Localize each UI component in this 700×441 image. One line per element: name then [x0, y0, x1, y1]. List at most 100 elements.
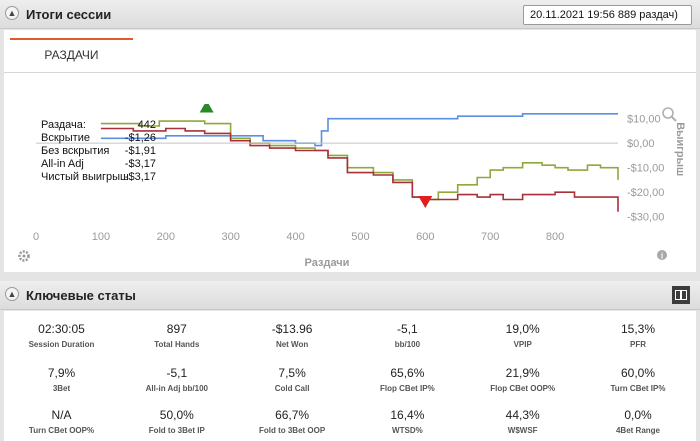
y-tick-label: -$30,00 — [627, 212, 664, 224]
stat-label: Fold to 3Bet IP — [148, 426, 205, 435]
stat-label: Session Duration — [28, 340, 95, 349]
x-tick-label: 200 — [157, 231, 175, 243]
layout-icon-left — [675, 290, 681, 300]
x-tick-label: 0 — [33, 231, 39, 243]
tab-hands-label: РАЗДАЧИ — [44, 48, 99, 62]
stat-value: 0,0% — [624, 408, 652, 422]
stat-value: 7,5% — [278, 366, 306, 380]
legend-value: 442 — [138, 119, 156, 131]
stat-item: -$13.96 Net Won — [235, 322, 350, 349]
stat-value: 21,9% — [505, 366, 540, 380]
info-icon[interactable]: i — [657, 250, 667, 261]
chevron-up-icon: ▲ — [7, 289, 17, 299]
key-stats-header: ▲ Ключевые статы — [0, 281, 700, 310]
key-stats-title: Ключевые статы — [26, 288, 136, 303]
y-tick-label: -$10,00 — [627, 163, 664, 175]
stat-item: 65,6% Flop CBet IP% — [350, 366, 465, 393]
key-stats-body: 02:30:05 Session Duration 897 Total Hands -$… — [4, 311, 696, 441]
stat-value: -5,1 — [166, 366, 188, 380]
x-tick-label: 800 — [546, 231, 564, 243]
x-tick-label: 400 — [286, 231, 304, 243]
y-tick-label: $10,00 — [627, 114, 661, 126]
collapse-stats-button[interactable]: ▲ — [5, 287, 19, 301]
series-line-1 — [100, 113, 618, 147]
stat-label: All-in Adj bb/100 — [145, 384, 208, 393]
session-select[interactable]: 20.11.2021 19:56 889 раздач) — [523, 5, 692, 25]
x-tick-label: 700 — [481, 231, 499, 243]
stat-value: 19,0% — [505, 322, 540, 336]
session-summary-header: ▲ Итоги сессии 20.11.2021 19:56 889 разд… — [0, 0, 700, 29]
chevron-up-icon: ▲ — [7, 8, 17, 18]
stat-value: 7,9% — [47, 366, 76, 380]
max-marker — [199, 104, 214, 113]
session-summary-body: РАЗДАЧИ 0 100 200 300 400 500 600 700 800 $10,00 $… — [4, 30, 696, 272]
stat-value: 44,3% — [505, 408, 540, 422]
stat-item: 7,5% Cold Call — [235, 366, 350, 393]
stat-item: -5,1 All-in Adj bb/100 — [119, 366, 234, 393]
stat-label: Turn CBet OOP% — [28, 426, 95, 435]
svg-text:i: i — [661, 252, 663, 261]
legend-label: All-in Adj — [41, 158, 84, 170]
stat-value: 16,4% — [390, 408, 425, 422]
stat-item: 44,3% W$WSF — [465, 408, 580, 435]
zoom-icon[interactable] — [662, 107, 677, 122]
x-tick-label: 300 — [221, 231, 239, 243]
stat-label: Total Hands — [154, 340, 200, 349]
chart-legend: Раздача: 442 Вскрытие -$1,26 Без вскрытия -$1… — [41, 119, 156, 183]
stat-label: Flop CBet OOP% — [490, 384, 556, 393]
y-axis-title: Выигрыш — [674, 122, 686, 176]
stat-item: 19,0% VPIP — [465, 322, 580, 349]
stat-label: Fold to 3Bet OOP — [258, 426, 326, 435]
stat-item: 897 Total Hands — [119, 322, 234, 349]
stat-label: Flop CBet IP% — [380, 384, 435, 393]
stat-value: -$13.96 — [271, 322, 313, 336]
stat-item: 02:30:05 Session Duration — [4, 322, 119, 349]
session-summary-title: Итоги сессии — [26, 7, 112, 22]
legend-label: Вскрытие — [41, 132, 90, 144]
stat-item: 0,0% 4Bet Range — [581, 408, 696, 435]
stat-item: 50,0% Fold to 3Bet IP — [119, 408, 234, 435]
layout-toggle-button[interactable] — [672, 286, 690, 304]
stat-value: -5,1 — [397, 322, 418, 336]
gear-icon[interactable] — [18, 250, 30, 262]
stat-value: 02:30:05 — [38, 322, 85, 336]
legend-value: -$3,17 — [125, 171, 156, 183]
legend-value: -$1,26 — [125, 132, 156, 144]
stat-item: 66,7% Fold to 3Bet OOP — [235, 408, 350, 435]
stat-label: Cold Call — [274, 384, 310, 393]
x-tick-label: 500 — [351, 231, 369, 243]
min-marker — [418, 195, 433, 208]
stat-label: WTSD% — [392, 426, 423, 435]
stat-item: N/A Turn CBet OOP% — [4, 408, 119, 435]
stat-label: 3Bet — [52, 384, 71, 393]
x-tick-label: 600 — [416, 231, 434, 243]
x-axis-title: Раздачи — [305, 257, 350, 269]
y-tick-label: $0,00 — [627, 138, 655, 150]
stat-item: 21,9% Flop CBet OOP% — [465, 366, 580, 393]
stat-value: 66,7% — [275, 408, 310, 422]
series-line-2 — [100, 120, 619, 201]
stat-item: 60,0% Turn CBet IP% — [581, 366, 696, 393]
legend-label: Чистый выигрыш — [41, 171, 129, 183]
collapse-session-button[interactable]: ▲ — [5, 6, 19, 20]
stat-label: Turn CBet IP% — [610, 384, 666, 393]
stat-label: W$WSF — [507, 426, 538, 435]
winnings-chart: 0 100 200 300 400 500 600 700 800 $10,00 $0,00 -$10… — [18, 104, 686, 269]
session-select-value: 20.11.2021 19:56 889 раздач) — [530, 9, 678, 21]
stat-value: N/A — [51, 408, 72, 422]
stat-item: 7,9% 3Bet — [4, 366, 119, 393]
stat-value: 50,0% — [159, 408, 194, 422]
x-tick-label: 100 — [92, 231, 110, 243]
stat-label: 4Bet Range — [615, 426, 660, 435]
y-tick-label: -$20,00 — [627, 187, 664, 199]
stat-label: PFR — [630, 340, 646, 349]
stat-value: 15,3% — [620, 322, 656, 336]
layout-icon-right — [681, 290, 687, 300]
legend-label: Раздача: — [41, 119, 86, 131]
tab-divider — [4, 72, 696, 73]
stat-label: bb/100 — [394, 340, 421, 349]
legend-value: -$3,17 — [125, 158, 156, 170]
tab-hands[interactable]: РАЗДАЧИ — [10, 38, 133, 72]
stat-value: 60,0% — [620, 366, 656, 380]
stat-item: 15,3% PFR — [581, 322, 696, 349]
